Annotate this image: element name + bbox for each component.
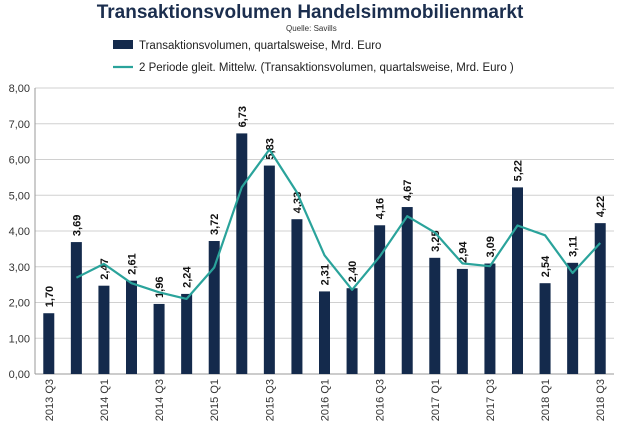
x-tick-label: 2016 Q1 <box>320 379 332 421</box>
bar-value-label: 2,40 <box>347 261 359 282</box>
bar-value-label: 4,22 <box>595 196 607 217</box>
bar-value-label: 3,69 <box>71 215 83 236</box>
legend-bar-label: Transaktionsvolumen, quartalsweise, Mrd.… <box>139 40 381 52</box>
bar <box>43 313 55 374</box>
legend-line-label: 2 Periode gleit. Mittelw. (Transaktionsv… <box>139 62 514 74</box>
y-tick-label: 3,00 <box>9 262 30 274</box>
y-tick-label: 4,00 <box>9 226 30 238</box>
x-tick-label: 2017 Q3 <box>485 379 497 421</box>
y-tick-label: 8,00 <box>9 83 30 95</box>
x-tick-label: 2018 Q1 <box>540 379 552 421</box>
bar <box>374 225 386 374</box>
bar <box>181 293 193 374</box>
bar <box>98 285 110 374</box>
bar <box>126 280 137 374</box>
y-tick-label: 7,00 <box>9 119 30 131</box>
bar <box>319 291 330 374</box>
y-tick-label: 6,00 <box>9 155 30 167</box>
x-tick-label: 2015 Q3 <box>264 379 276 421</box>
bar-value-label: 3,09 <box>485 236 497 257</box>
bar <box>429 257 441 374</box>
bar-value-label: 2,47 <box>99 258 111 279</box>
bar-value-label: 3,72 <box>209 214 221 235</box>
bar-value-label: 2,31 <box>320 264 332 285</box>
bar-value-label: 4,16 <box>375 198 387 219</box>
y-tick-label: 5,00 <box>9 190 30 202</box>
legend-bar-swatch <box>113 40 133 49</box>
bar-value-label: 2,94 <box>457 241 469 263</box>
bar <box>236 133 248 374</box>
x-tick-label: 2015 Q1 <box>209 379 221 421</box>
bar <box>539 283 551 374</box>
bar-value-label: 6,73 <box>237 106 249 127</box>
bar-value-label: 2,24 <box>182 266 194 288</box>
chart-title: Transaktionsvolumen Handelsimmobilienmar… <box>96 2 524 23</box>
bar <box>346 288 358 374</box>
bar-value-label: 2,54 <box>540 255 552 277</box>
bar-value-label: 1,70 <box>44 286 56 307</box>
bar <box>512 187 523 374</box>
x-tick-label: 2014 Q3 <box>154 379 166 421</box>
bar <box>70 242 82 374</box>
bar-value-label: 3,11 <box>568 236 580 257</box>
bar <box>594 223 606 374</box>
x-tick-label: 2017 Q1 <box>430 379 442 421</box>
bar <box>291 219 303 374</box>
x-tick-label: 2013 Q3 <box>44 379 56 421</box>
bar-value-label: 4,33 <box>292 192 304 213</box>
x-tick-label: 2018 Q3 <box>595 379 607 421</box>
bar <box>153 303 165 374</box>
x-tick-label: 2016 Q3 <box>375 379 387 421</box>
bar <box>567 262 579 374</box>
bar-value-label: 4,67 <box>402 180 414 201</box>
bar <box>456 268 468 374</box>
y-tick-label: 2,00 <box>9 298 30 310</box>
chart-source: Quelle: Savills <box>286 24 337 33</box>
x-tick-label: 2014 Q1 <box>99 379 111 421</box>
y-tick-label: 0,00 <box>9 369 30 381</box>
bar-value-label: 1,96 <box>154 277 166 298</box>
bar-value-label: 5,22 <box>513 160 525 181</box>
bar <box>263 165 275 374</box>
bar-value-label: 2,61 <box>127 253 139 274</box>
bar <box>401 207 413 374</box>
bar <box>208 241 220 374</box>
y-tick-label: 1,00 <box>9 333 30 345</box>
bar <box>484 263 496 374</box>
moving-average-line <box>75 148 602 300</box>
